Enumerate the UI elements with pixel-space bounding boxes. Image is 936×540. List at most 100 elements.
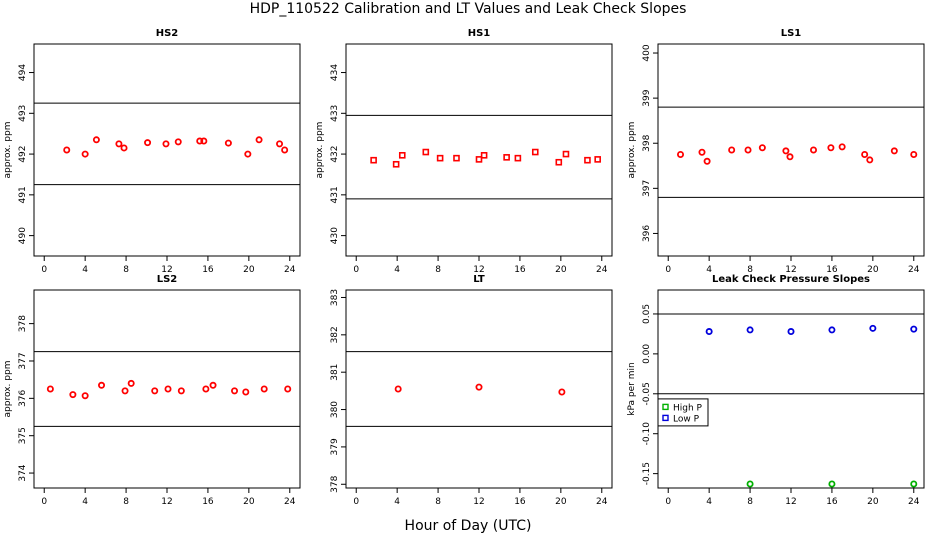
data-point xyxy=(177,387,185,395)
data-point xyxy=(231,387,239,395)
data-point xyxy=(394,385,402,393)
x-tick-label: 4 xyxy=(82,497,88,507)
data-point xyxy=(81,392,89,400)
x-tick-label: 8 xyxy=(435,497,441,507)
y-tick-label: 430 xyxy=(330,227,340,244)
data-point xyxy=(810,146,818,154)
x-tick-label: 8 xyxy=(747,265,753,275)
x-tick-label: 16 xyxy=(514,265,526,275)
panel-title: LS2 xyxy=(157,274,178,285)
y-tick-label: 434 xyxy=(330,64,340,81)
y-tick-label: 375 xyxy=(18,427,28,444)
data-point xyxy=(255,136,263,144)
data-point xyxy=(196,137,204,145)
y-tick-label: 432 xyxy=(330,145,340,162)
data-point xyxy=(758,144,766,152)
data-point xyxy=(866,156,874,164)
y-tick-label: 0.00 xyxy=(642,344,652,364)
data-point xyxy=(224,139,232,147)
legend-box xyxy=(657,398,709,427)
y-tick-label: 0.05 xyxy=(642,304,652,324)
y-tick-label: -0.05 xyxy=(642,382,652,405)
x-tick-label: 12 xyxy=(161,265,172,275)
data-point xyxy=(260,385,268,393)
x-tick-label: 4 xyxy=(706,265,712,275)
y-tick-label: 377 xyxy=(18,352,28,369)
y-tick-label: 492 xyxy=(18,145,28,162)
y-tick-label: 431 xyxy=(330,186,340,203)
x-tick-label: 20 xyxy=(555,497,567,507)
panel-2: HS1 0 4 8 12 16 20 24 430 431 432 433 434 approx. ppm xyxy=(315,28,613,275)
data-point xyxy=(531,148,539,156)
x-tick-label: 20 xyxy=(555,265,567,275)
data-point xyxy=(92,136,100,144)
y-tick-label: 399 xyxy=(642,89,652,106)
x-tick-label: 20 xyxy=(243,497,255,507)
x-tick-label: 8 xyxy=(435,265,441,275)
panel-5: LT 0 4 8 12 16 20 24 378 379 380 381 382 383 xyxy=(330,274,613,507)
data-point xyxy=(120,144,128,152)
data-point xyxy=(584,156,591,164)
data-point xyxy=(787,328,795,336)
plot-frame xyxy=(657,43,925,257)
data-point xyxy=(503,154,510,161)
y-tick-label: 397 xyxy=(642,180,652,197)
data-point xyxy=(242,388,250,396)
legend-marker xyxy=(662,414,669,422)
x-tick-label: 16 xyxy=(202,265,214,275)
data-point xyxy=(514,154,522,162)
panel-4: LS2 0 4 8 12 16 20 24 374 375 376 377 378 approx. ppm xyxy=(3,274,301,507)
data-point xyxy=(728,146,736,154)
data-point xyxy=(910,480,918,488)
x-tick-label: 24 xyxy=(596,265,608,275)
data-point xyxy=(81,150,89,158)
y-axis-label: approx. ppm xyxy=(3,361,13,418)
x-tick-label: 4 xyxy=(706,497,712,507)
data-point xyxy=(475,383,483,391)
data-point xyxy=(144,139,152,147)
data-point xyxy=(209,381,217,389)
data-point xyxy=(475,156,483,163)
panel-title: LT xyxy=(473,274,485,285)
x-tick-label: 0 xyxy=(41,265,47,275)
panel-title: HS2 xyxy=(156,28,179,39)
data-point xyxy=(115,140,123,148)
y-tick-label: 433 xyxy=(330,105,340,122)
data-point xyxy=(453,154,460,162)
data-point xyxy=(555,158,563,166)
data-point xyxy=(828,326,836,334)
data-point xyxy=(828,480,836,488)
data-point xyxy=(746,326,754,334)
data-point xyxy=(370,156,377,164)
data-point xyxy=(782,147,790,155)
y-tick-label: 380 xyxy=(330,401,340,418)
data-point xyxy=(480,152,488,159)
x-tick-label: 0 xyxy=(41,497,47,507)
x-tick-label: 16 xyxy=(514,497,526,507)
x-tick-label: 20 xyxy=(867,265,879,275)
data-point xyxy=(63,146,71,154)
data-point xyxy=(677,151,685,159)
x-tick-label: 0 xyxy=(353,497,359,507)
x-tick-label: 4 xyxy=(82,265,88,275)
y-tick-label: 381 xyxy=(330,364,340,381)
data-point xyxy=(698,148,706,156)
y-axis-label: approx. ppm xyxy=(627,122,637,179)
data-point xyxy=(151,387,159,395)
data-point xyxy=(890,147,898,155)
data-point xyxy=(69,391,77,399)
data-point xyxy=(869,324,877,332)
y-axis-label: approx. ppm xyxy=(315,122,325,179)
data-point xyxy=(827,144,835,152)
data-point xyxy=(392,160,400,168)
data-point xyxy=(164,385,172,393)
plot-frame xyxy=(345,43,613,257)
data-point xyxy=(200,137,208,145)
x-tick-label: 12 xyxy=(473,497,484,507)
legend-label: Low P xyxy=(673,414,700,424)
data-point xyxy=(558,388,566,396)
data-point xyxy=(562,150,570,158)
y-tick-label: 493 xyxy=(18,105,28,122)
x-tick-label: 16 xyxy=(202,497,214,507)
